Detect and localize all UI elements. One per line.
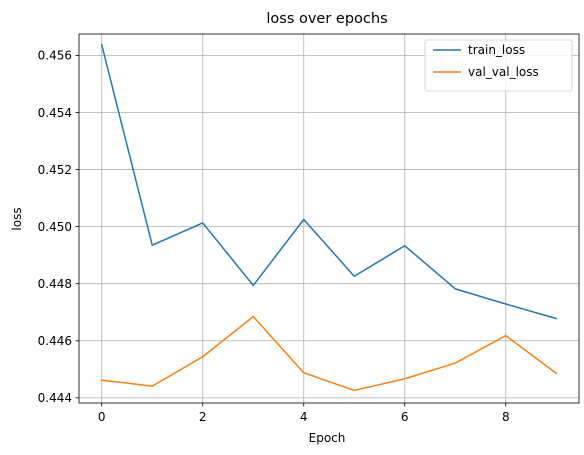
x-tick-label: 8 (502, 410, 510, 424)
y-tick-label: 0.444 (38, 391, 72, 405)
y-tick-label: 0.452 (38, 163, 72, 177)
x-tick-label: 6 (401, 410, 409, 424)
y-tick-label: 0.448 (38, 277, 72, 291)
x-tick-label: 0 (98, 410, 106, 424)
x-axis-label: Epoch (309, 431, 346, 445)
y-tick-label: 0.450 (38, 220, 72, 234)
x-tick-label: 2 (199, 410, 207, 424)
grid (79, 34, 579, 403)
legend-label-train_loss: train_loss (468, 43, 525, 57)
chart-title: loss over epochs (266, 11, 387, 27)
y-axis-label: loss (10, 207, 24, 230)
y-tick-label: 0.454 (38, 106, 72, 120)
legend: train_loss val_val_loss (424, 39, 573, 92)
y-tick-label: 0.446 (38, 334, 72, 348)
series-lines (100, 43, 558, 392)
y-tick-label: 0.456 (38, 49, 72, 63)
axis-ticks: 0 2 4 6 8 0.444 0.446 0.448 0.450 0.452 0.454 0.456 (38, 49, 510, 424)
x-tick-label: 4 (300, 410, 308, 424)
legend-label-val_val_loss: val_val_loss (468, 65, 539, 79)
plot-area-frame (78, 33, 580, 404)
series-line-val_val_loss (100, 315, 558, 392)
legend-box (424, 39, 573, 92)
series-line-train_loss (100, 43, 558, 320)
